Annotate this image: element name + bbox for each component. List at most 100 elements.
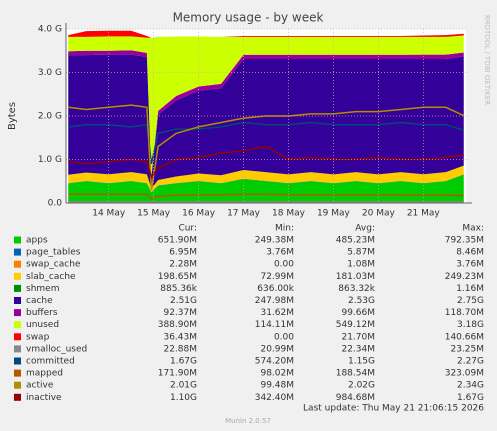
legend-value: 885.36k <box>160 284 197 294</box>
legend-value: 0.00 <box>274 332 294 342</box>
legend-value: 2.28M <box>169 260 197 270</box>
y-tick-label: 2.0 G <box>38 112 62 122</box>
legend-swatch <box>14 357 21 365</box>
legend-value: 8.46M <box>456 248 484 258</box>
stacked-area <box>68 35 464 177</box>
x-tick-label: 16 May <box>182 209 216 219</box>
legend-value: 2.34G <box>457 381 484 391</box>
legend-value: 636.00k <box>257 284 294 294</box>
legend-value: 984.68M <box>336 393 375 403</box>
x-tick-label: 21 May <box>407 209 441 219</box>
legend: apps 651.90M 249.38M 485.23M 792.35M page_tab… <box>14 236 484 403</box>
line <box>68 145 464 179</box>
legend-value: 2.51G <box>170 296 197 306</box>
legend-value: 114.11M <box>255 320 294 330</box>
legend-value: 323.09M <box>445 369 484 379</box>
legend-swatch <box>14 272 21 280</box>
legend-value: 140.66M <box>445 332 484 342</box>
legend-swatch <box>14 381 21 389</box>
legend-value: 2.27G <box>457 357 484 367</box>
y-tick-label: 0.0 <box>48 199 63 209</box>
legend-value: 188.54M <box>336 369 375 379</box>
legend-value: 99.66M <box>341 308 375 318</box>
legend-value: 2.75G <box>457 296 484 306</box>
legend-label: shmem <box>26 284 59 294</box>
legend-value: 171.90M <box>158 369 197 379</box>
legend-label: buffers <box>26 308 58 318</box>
y-axis-label: Bytes <box>7 102 18 130</box>
legend-label: active <box>26 381 54 391</box>
legend-label: mapped <box>26 369 63 379</box>
legend-value: 20.99M <box>260 344 294 354</box>
side-label: RRDTOOL / TOBI OETIKER <box>483 15 491 105</box>
legend-label: inactive <box>26 393 62 403</box>
legend-value: 2.53G <box>348 296 375 306</box>
legend-value: 118.70M <box>445 308 484 318</box>
legend-swatch <box>14 236 21 244</box>
legend-swatch <box>14 284 21 292</box>
legend-label: swap_cache <box>26 260 81 270</box>
legend-value: 2.01G <box>170 381 197 391</box>
legend-label: unused <box>26 320 59 330</box>
legend-swatch <box>14 248 21 256</box>
legend-label: apps <box>26 236 48 246</box>
legend-value: 2.02G <box>348 381 375 391</box>
y-tick-label: 1.0 G <box>38 155 62 165</box>
legend-swatch <box>14 333 21 341</box>
legend-swatch <box>14 321 21 329</box>
legend-value: 1.08M <box>347 260 375 270</box>
legend-value: 92.37M <box>163 308 197 318</box>
legend-value: 574.20M <box>255 357 294 367</box>
legend-value: 247.98M <box>255 296 294 306</box>
legend-swatch <box>14 393 21 401</box>
x-tick-label: 19 May <box>317 209 351 219</box>
last-update: Last update: Thu May 21 21:06:15 2026 <box>303 404 484 414</box>
x-tick-label: 15 May <box>137 209 171 219</box>
legend-value: 249.23M <box>445 272 484 282</box>
legend-value: 22.34M <box>341 344 375 354</box>
legend-value: 863.32k <box>338 284 375 294</box>
legend-value: 1.16M <box>456 284 484 294</box>
legend-value: 72.99M <box>260 272 294 282</box>
legend-value: 198.65M <box>158 272 197 282</box>
y-tick-label: 3.0 G <box>38 68 62 78</box>
legend-label: swap <box>26 332 50 342</box>
legend-value: 342.40M <box>255 393 294 403</box>
plot: 0.0 1.0 G 2.0 G 3.0 G 4.0 G 14 May 15 May 16 Ma… <box>38 23 472 219</box>
legend-value: 3.18G <box>457 320 484 330</box>
legend-swatch <box>14 369 21 377</box>
legend-value: 485.23M <box>336 236 375 246</box>
legend-swatch <box>14 345 21 353</box>
legend-header: Cur: <box>178 224 197 234</box>
legend-value: 5.87M <box>347 248 375 258</box>
line <box>68 104 465 191</box>
x-tick-label: 17 May <box>227 209 261 219</box>
legend-value: 31.62M <box>260 308 294 318</box>
legend-value: 181.03M <box>336 272 375 282</box>
y-tick-label: 4.0 G <box>38 25 62 35</box>
legend-label: cache <box>26 296 53 306</box>
x-tick-label: 20 May <box>362 209 396 219</box>
stacked-area <box>68 30 464 38</box>
legend-value: 1.67G <box>170 357 197 367</box>
legend-value: 21.70M <box>341 332 375 342</box>
legend-value: 3.76M <box>266 248 294 258</box>
legend-value: 1.15G <box>348 357 375 367</box>
legend-label: slab_cache <box>26 272 76 282</box>
legend-label: vmalloc_used <box>26 344 87 354</box>
legend-value: 98.02M <box>260 369 294 379</box>
legend-swatch <box>14 260 21 268</box>
legend-header: Avg: <box>355 224 375 234</box>
stacked-area <box>68 54 464 189</box>
x-tick-label: 18 May <box>272 209 306 219</box>
legend-value: 1.67G <box>457 393 484 403</box>
legend-value: 36.43M <box>163 332 197 342</box>
legend-value: 99.48M <box>260 381 294 391</box>
legend-value: 22.88M <box>163 344 197 354</box>
legend-value: 1.10G <box>170 393 197 403</box>
legend-value: 792.35M <box>445 236 484 246</box>
legend-swatch <box>14 297 21 304</box>
legend-value: 3.76M <box>456 260 484 270</box>
legend-header: Max: <box>462 224 484 234</box>
